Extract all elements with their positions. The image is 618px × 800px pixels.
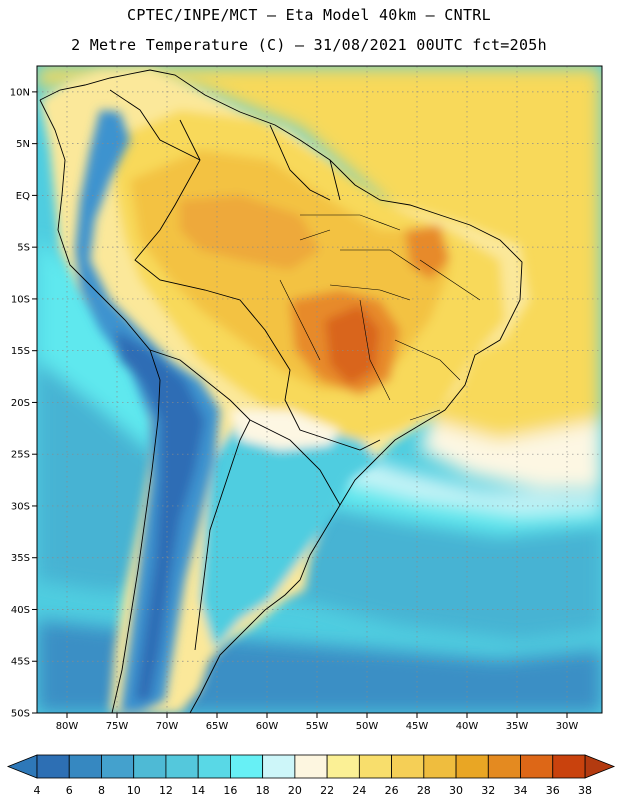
lat-tick-label: 25S [11, 450, 30, 461]
brazil-state-borders [279, 214, 481, 421]
colorbar-swatch [68, 754, 102, 779]
map-plot-area [37, 66, 602, 713]
land-cool-south [200, 420, 380, 650]
lon-tick-label: 60W [256, 721, 279, 732]
colorbar-label: 10 [127, 784, 141, 797]
colorbar-swatch [230, 754, 264, 779]
andes-dark-core [115, 330, 205, 700]
lon-tick-label: 30W [556, 721, 579, 732]
land-orange-amazon [180, 195, 320, 270]
lat-tick-label: 45S [11, 657, 30, 668]
lat-tick-label: 20S [11, 398, 30, 409]
lon-tick-label: 55W [306, 721, 329, 732]
lat-tick-label: 10N [10, 87, 30, 98]
colorbar-swatch [552, 754, 586, 779]
colorbar-label: 8 [98, 784, 105, 797]
colorbar-label: 32 [481, 784, 495, 797]
colorbar-swatch [262, 754, 296, 779]
graticule [37, 66, 602, 713]
cream-atlantic [420, 420, 602, 490]
lat-tick-label: 40S [11, 605, 30, 616]
lat-tick-label: 50S [11, 709, 30, 720]
colorbar-label: 34 [514, 784, 528, 797]
colorbar-swatch [165, 754, 199, 779]
lat-tick-label: 5S [17, 243, 30, 254]
colorbar-swatch [101, 754, 135, 779]
north-south-america-borders [109, 89, 341, 201]
colorbar-swatch [423, 754, 457, 779]
lon-tick-label: 50W [356, 721, 379, 732]
colorbar-label: 36 [546, 784, 560, 797]
lon-tick-label: 65W [206, 721, 229, 732]
colorbar-label: 30 [449, 784, 463, 797]
lon-tick-label: 35W [506, 721, 529, 732]
colorbar: 4 6 8 10 12 14 16 18 20 22 24 26 28 30 32 34 36 38 [6, 754, 616, 797]
colorbar-low-arrow [6, 754, 38, 779]
colorbar-swatch [133, 754, 167, 779]
land-hot-core [325, 305, 380, 385]
lon-tick-label: 45W [406, 721, 429, 732]
lon-tick-label: 80W [56, 721, 79, 732]
lat-tick-label: 5N [16, 139, 30, 150]
lat-tick-label: 10S [11, 294, 30, 305]
colorbar-label: 14 [191, 784, 205, 797]
country-borders [39, 69, 523, 713]
colorbar-swatch [358, 754, 392, 779]
longitude-axis: 80W 75W 70W 65W 60W 55W 50W 45W 40W 35W 30W [56, 713, 579, 732]
colorbar-swatch [326, 754, 360, 779]
brazil-west-border [134, 119, 381, 451]
colorbar-label: 38 [578, 784, 592, 797]
colorbar-label: 6 [66, 784, 73, 797]
colorbar-swatch [294, 754, 328, 779]
colorbar-high-arrow [584, 754, 616, 779]
argentina-uruguay-border [249, 419, 341, 506]
lat-tick-label: EQ [16, 191, 30, 202]
colorbar-label: 24 [352, 784, 366, 797]
coastline [39, 69, 523, 713]
map-frame [36, 65, 603, 714]
lon-tick-label: 40W [456, 721, 479, 732]
colorbar-swatch [197, 754, 231, 779]
lon-tick-label: 70W [156, 721, 179, 732]
lon-tick-label: 75W [106, 721, 129, 732]
pale-cyan-band [330, 445, 602, 515]
colorbar-label: 26 [385, 784, 399, 797]
chart-title-line-1: CPTEC/INPE/MCT – Eta Model 40km – CNTRL [127, 6, 491, 24]
lat-tick-label: 35S [11, 553, 30, 564]
latitude-axis: 10N 5N EQ 5S 10S 15S 20S 25S 30S 35S 40S 45S 50S [10, 87, 37, 720]
colorbar-swatch [520, 754, 554, 779]
colorbar-swatch [487, 754, 521, 779]
colorbar-swatch [455, 754, 489, 779]
lat-tick-label: 30S [11, 501, 30, 512]
colorbar-label: 20 [288, 784, 302, 797]
colorbar-label: 18 [256, 784, 270, 797]
colorbar-swatch [391, 754, 425, 779]
colorbar-label: 4 [34, 784, 41, 797]
chart-title-line-2: 2 Metre Temperature (C) – 31/08/2021 00U… [71, 36, 547, 54]
lat-tick-label: 15S [11, 346, 30, 357]
colorbar-label: 16 [223, 784, 237, 797]
colorbar-label: 22 [320, 784, 334, 797]
land-orange-northeast [405, 225, 450, 280]
colorbar-swatch [36, 754, 70, 779]
colorbar-label: 28 [417, 784, 431, 797]
andean-border [149, 349, 251, 651]
colorbar-label: 12 [159, 784, 173, 797]
andes-cold-strip [75, 110, 220, 713]
land-pale-pampas [230, 410, 340, 450]
